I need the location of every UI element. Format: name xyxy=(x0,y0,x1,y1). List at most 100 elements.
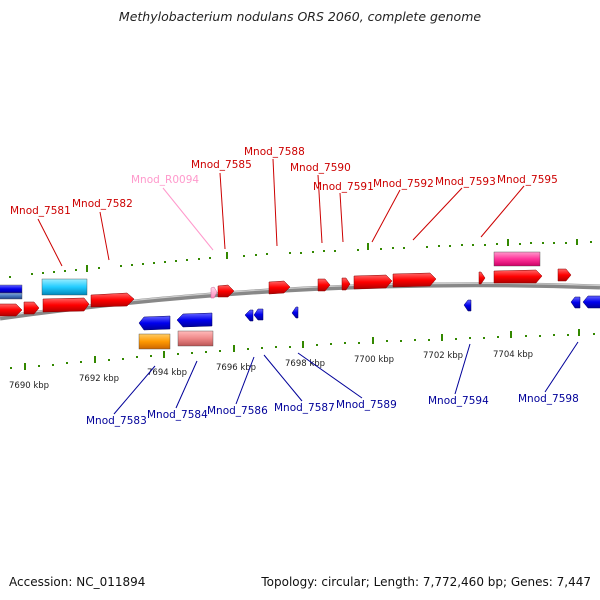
gene-label: Mnod_7589 xyxy=(336,399,397,411)
gene-arrow-reverse xyxy=(244,309,254,322)
gene-label: Mnod_7594 xyxy=(428,395,489,407)
gene-arrow-forward xyxy=(353,274,393,290)
gene-arrow-forward xyxy=(0,303,23,317)
forward-strand-genes xyxy=(0,268,572,317)
gene-arrow-reverse xyxy=(463,299,472,312)
scale-labels: 7690 kbp 7692 kbp 7694 kbp 7696 kbp 7698… xyxy=(9,350,533,391)
tick xyxy=(98,267,100,269)
accession-label: Accession: NC_011894 xyxy=(9,575,146,589)
leader-line xyxy=(544,341,579,393)
tick xyxy=(455,338,457,340)
gene-label: Mnod_7595 xyxy=(497,174,558,186)
lower-leader-lines xyxy=(113,341,579,415)
gene-arrow-forward xyxy=(317,278,331,292)
leader-line xyxy=(235,356,255,405)
tick xyxy=(438,245,440,247)
tick xyxy=(449,245,451,247)
tick xyxy=(392,247,394,249)
scale-label: 7692 kbp xyxy=(79,374,119,384)
tick xyxy=(414,339,416,341)
gene-arrow-forward xyxy=(478,271,486,285)
tick xyxy=(367,243,369,250)
leader-line xyxy=(219,172,226,250)
scale-label: 7696 kbp xyxy=(216,363,256,373)
gene-arrow-reverse xyxy=(176,312,213,328)
gene-block xyxy=(177,330,214,347)
tick xyxy=(542,242,544,244)
tick xyxy=(198,258,200,260)
tick xyxy=(24,363,26,370)
tick xyxy=(380,248,382,250)
reverse-strand-genes xyxy=(138,295,600,331)
tick xyxy=(122,358,124,360)
leader-line xyxy=(263,354,303,402)
tick xyxy=(289,346,291,348)
tick xyxy=(261,347,263,349)
tick xyxy=(219,350,221,352)
scale-label: 7694 kbp xyxy=(147,368,187,378)
gene-label: Mnod_7584 xyxy=(147,409,208,421)
tick xyxy=(461,244,463,246)
tick xyxy=(243,255,245,257)
tick xyxy=(539,335,541,337)
tick xyxy=(441,334,443,341)
tick xyxy=(53,271,55,273)
gene-label: Mnod_7586 xyxy=(207,405,268,417)
gene-label: Mnod_7582 xyxy=(72,198,133,210)
tick xyxy=(565,242,567,244)
tick xyxy=(233,345,235,352)
gene-arrow-forward xyxy=(268,280,291,295)
tick xyxy=(323,250,325,252)
tick xyxy=(247,348,249,350)
rna-gene-arrow xyxy=(210,286,218,299)
leader-line xyxy=(297,352,363,399)
gene-label: Mnod_7590 xyxy=(290,162,351,174)
leader-line xyxy=(37,218,63,267)
tick xyxy=(289,252,291,254)
tick xyxy=(525,335,527,337)
tick xyxy=(496,243,498,245)
tick xyxy=(357,249,359,251)
gene-label: Mnod_7592 xyxy=(373,178,434,190)
tick xyxy=(186,259,188,261)
gene-label: Mnod_7593 xyxy=(435,176,496,188)
lower-tier-genes xyxy=(138,330,214,350)
tick xyxy=(330,343,332,345)
gene-arrow-reverse xyxy=(138,315,171,331)
gene-arrow-forward xyxy=(90,292,135,308)
leader-line xyxy=(175,360,198,409)
tick xyxy=(66,362,68,364)
leader-line xyxy=(480,185,525,238)
tick xyxy=(578,329,580,336)
tick xyxy=(153,262,155,264)
tick xyxy=(31,273,33,275)
genome-stats-label: Topology: circular; Length: 7,772,460 bp… xyxy=(261,575,591,589)
tick xyxy=(275,346,277,348)
gene-arrow-forward xyxy=(392,272,437,288)
lower-tick-row xyxy=(10,329,595,370)
tick xyxy=(226,252,228,259)
gene-arrow-forward xyxy=(341,277,351,291)
scale-label: 7704 kbp xyxy=(493,350,533,360)
genome-backbone-highlight xyxy=(0,282,600,318)
tick xyxy=(150,355,152,357)
tick xyxy=(142,263,144,265)
tick xyxy=(400,340,402,342)
tick xyxy=(175,260,177,262)
gene-arrow-forward xyxy=(42,297,90,313)
gene-block xyxy=(0,284,23,294)
tick xyxy=(10,367,12,369)
tick xyxy=(302,341,304,348)
leader-line xyxy=(272,158,278,247)
gene-block xyxy=(0,292,23,300)
tick xyxy=(553,334,555,336)
upper-leader-lines xyxy=(37,158,525,267)
gene-arrow-reverse xyxy=(570,296,581,309)
genome-title: Methylobacterium nodulans ORS 2060, comp… xyxy=(118,9,482,24)
gene-label: Mnod_7588 xyxy=(244,146,305,158)
tick xyxy=(469,337,471,339)
tick xyxy=(177,353,179,355)
tick xyxy=(164,261,166,263)
tick xyxy=(507,239,509,246)
